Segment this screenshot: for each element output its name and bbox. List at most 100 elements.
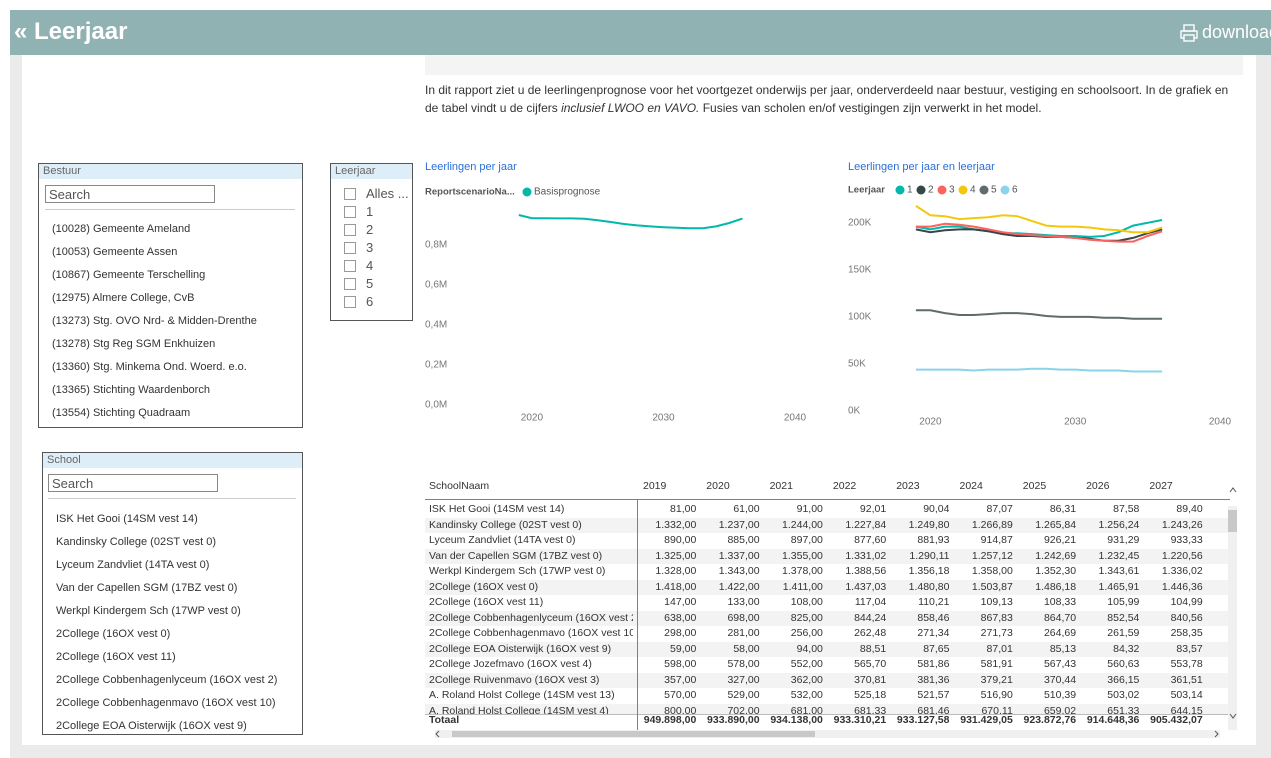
slicer-item[interactable]: (10053) Gemeente Assen [52, 246, 178, 258]
checkbox[interactable] [344, 223, 356, 236]
item-label[interactable]: Alles ... [366, 186, 409, 201]
slicer-item[interactable]: (13273) Stg. OVO Nrd- & Midden-Drenthe [52, 315, 257, 327]
item-label[interactable]: 6 [366, 294, 374, 309]
cell-value: 525,18 [854, 689, 887, 701]
table-row[interactable]: 2College Ruivenmavo (16OX vest 3) 357,00 3… [425, 672, 1230, 688]
legend-marker [958, 185, 968, 195]
search-box[interactable]: Search [48, 474, 218, 492]
page-title[interactable]: « Leerjaar [14, 18, 128, 45]
item-label[interactable]: 1 [366, 204, 374, 219]
y-tick-label: 0,0M [425, 400, 447, 411]
slicer-item[interactable]: 2College Cobbenhagenlyceum (16OX vest 2) [56, 674, 278, 686]
data-table: SchoolNaam 2019 2020 2021 2022 2023 2024 2025 20… [425, 472, 1240, 740]
legend-title: ReportscenarioNa... [425, 187, 515, 198]
table-row[interactable]: A. Roland Holst College (14SM vest 13) 57… [425, 688, 1230, 704]
checkbox[interactable] [344, 277, 356, 290]
cell-value: 1.358,00 [971, 565, 1013, 577]
download-button[interactable]: download [1180, 22, 1271, 43]
legend-marker [916, 185, 926, 195]
slicer-item[interactable]: (12975) Almere College, CvB [52, 292, 195, 304]
item-label[interactable]: 4 [366, 258, 374, 273]
checkbox[interactable] [344, 259, 356, 272]
table-row[interactable]: 2College (16OX vest 0) 1.418,00 1.422,00 1.… [425, 579, 1230, 595]
cell-value: 1.331,02 [845, 549, 887, 562]
cell-value: 87,01 [986, 642, 1013, 655]
slicer-item[interactable]: Werkpl Kindergem Sch (17WP vest 0) [56, 605, 241, 617]
leerjaar-slicer: Leerjaar Alles ... 1 2 3 4 5 6 [330, 163, 413, 321]
cell-value: 1.242,69 [1035, 549, 1077, 562]
slicer-item[interactable]: 3 [344, 240, 373, 255]
cell-value: 670,11 [981, 704, 1013, 715]
slicer-item[interactable]: Lyceum Zandvliet (14TA vest 0) [56, 559, 210, 571]
table-row[interactable]: Werkpl Kindergem Sch (17WP vest 0) 1.328,… [425, 564, 1230, 580]
slicer-item[interactable]: (13554) Stichting Quadraam [52, 407, 191, 419]
slicer-item[interactable]: 2 [344, 222, 373, 237]
slicer-item[interactable]: 2College (16OX vest 0) [56, 628, 171, 640]
cell-value: 864,70 [1043, 611, 1077, 624]
slicer-item[interactable]: 6 [344, 294, 373, 309]
table-row[interactable]: 2College Jozefmavo (16OX vest 4) 598,00 57… [425, 657, 1230, 673]
cell-value: 362,00 [790, 673, 823, 686]
cell-value: 1.480,80 [908, 580, 950, 593]
slicer-item[interactable]: 2College (16OX vest 11) [56, 651, 176, 663]
scroll-thumb[interactable] [452, 731, 815, 737]
cell-value: 105,99 [1107, 596, 1140, 608]
series-line [518, 214, 743, 230]
vertical-scrollbar[interactable] [1228, 506, 1237, 730]
table-row[interactable]: A. Roland Holst College (14SM vest 4) 800… [425, 703, 1230, 715]
slicer-item[interactable]: ISK Het Gooi (14SM vest 14) [56, 513, 198, 525]
slicer-item[interactable]: (13360) Stg. Minkema Ond. Woerd. e.o. [52, 361, 247, 373]
slicer-item[interactable]: (10028) Gemeente Ameland [52, 223, 191, 235]
cell-value: 931.429,05 [960, 714, 1013, 726]
cell-value: 581,86 [917, 658, 950, 670]
row-label: 2College EOA Oisterwijk (16OX vest 9) [429, 642, 612, 655]
table-row[interactable]: ISK Het Gooi (14SM vest 14) 81,00 61,00 91,… [425, 502, 1230, 518]
line-chart: Leerlingen per jaar ReportscenarioNa... 0,… [425, 161, 807, 424]
cell-value: 262,48 [854, 627, 887, 639]
table-row[interactable]: Van der Capellen SGM (17BZ vest 0) 1.325,… [425, 548, 1230, 564]
horizontal-scrollbar[interactable] [435, 730, 1220, 738]
cell-value: 867,83 [980, 611, 1013, 624]
scroll-arrows[interactable] [1227, 482, 1239, 732]
item-label[interactable]: 2 [366, 222, 374, 237]
table-row[interactable]: 2College Cobbenhagenlyceum (16OX vest 2)… [425, 610, 1230, 626]
checkbox[interactable] [344, 295, 356, 308]
slicer-item[interactable]: 2College EOA Oisterwijk (16OX vest 9) [56, 720, 247, 732]
table-row[interactable]: 2College (16OX vest 11) 147,00 133,00 108,0… [425, 595, 1230, 611]
slicer-item[interactable]: 2College Cobbenhagenmavo (16OX vest 10) [56, 697, 276, 709]
slicer-item[interactable]: (13278) Stg Reg SGM Enkhuizen [52, 338, 216, 350]
slicer-item[interactable]: 4 [344, 258, 373, 273]
table-row[interactable]: 2College EOA Oisterwijk (16OX vest 9) 59,… [425, 641, 1230, 657]
cell-value: 1.486,18 [1035, 580, 1077, 593]
cell-value: 1.332,00 [655, 518, 697, 531]
scroll-thumb[interactable] [1228, 510, 1237, 532]
item-label[interactable]: 3 [366, 240, 374, 255]
checkbox[interactable] [344, 205, 356, 218]
y-tick-label: 50K [848, 359, 866, 370]
download-label[interactable]: download [1202, 22, 1271, 42]
slicer-item[interactable]: 5 [344, 276, 373, 291]
slicer-item[interactable]: (10867) Gemeente Terschelling [52, 269, 206, 281]
table-row[interactable]: Kandinsky College (02ST vest 0) 1.332,00 1… [425, 517, 1230, 533]
item-label[interactable]: 5 [366, 276, 374, 291]
search-box[interactable]: Search [45, 185, 215, 203]
table-row[interactable]: 2College Cobbenhagenmavo (16OX vest 10) 2… [425, 626, 1230, 642]
cell-value: 1.352,30 [1035, 565, 1077, 577]
cell-value: 85,13 [1049, 642, 1077, 655]
scroll-arrows[interactable] [433, 729, 1223, 739]
cell-value: 532,00 [790, 689, 823, 701]
slicer-item[interactable]: Van der Capellen SGM (17BZ vest 0) [56, 582, 238, 594]
header-row: SchoolNaam 2019 2020 2021 2022 2023 2024 2025 20… [425, 479, 1230, 495]
slicer-item[interactable]: 1 [344, 204, 373, 219]
checkbox[interactable] [344, 241, 356, 254]
cell-value: 1.355,00 [782, 549, 823, 562]
slicer-item[interactable]: Alles ... [344, 186, 409, 201]
slicer-item[interactable]: Kandinsky College (02ST vest 0) [56, 536, 216, 548]
checkbox[interactable] [344, 187, 356, 200]
slicer-item[interactable]: (13365) Stichting Waardenborch [52, 384, 210, 396]
row-label: 2College Ruivenmavo (16OX vest 3) [429, 673, 600, 686]
cell-value: 1.437,03 [845, 580, 887, 593]
cell-value: 570,00 [664, 689, 697, 701]
cell-value: 1.265,84 [1035, 518, 1077, 531]
table-row[interactable]: Lyceum Zandvliet (14TA vest 0) 890,00 885,… [425, 533, 1230, 549]
